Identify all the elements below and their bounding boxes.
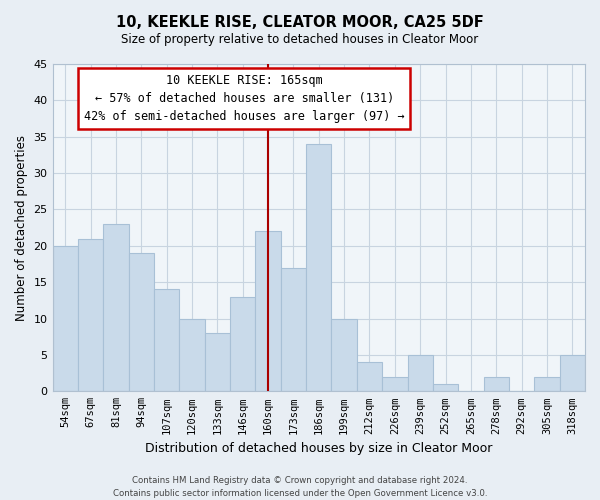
Bar [179,318,205,392]
Bar [331,318,357,392]
Bar [560,355,585,392]
Bar [534,377,560,392]
Bar [53,246,78,392]
Bar [154,290,179,392]
Text: Size of property relative to detached houses in Cleator Moor: Size of property relative to detached ho… [121,32,479,46]
Bar [256,232,281,392]
Text: Contains HM Land Registry data © Crown copyright and database right 2024.
Contai: Contains HM Land Registry data © Crown c… [113,476,487,498]
Bar [103,224,128,392]
Bar [484,377,509,392]
Bar [205,333,230,392]
Bar [281,268,306,392]
Bar [306,144,331,392]
Y-axis label: Number of detached properties: Number of detached properties [15,134,28,320]
X-axis label: Distribution of detached houses by size in Cleator Moor: Distribution of detached houses by size … [145,442,493,455]
Bar [357,362,382,392]
Bar [382,377,407,392]
Bar [407,355,433,392]
Bar [433,384,458,392]
Bar [230,297,256,392]
Bar [128,253,154,392]
Bar [78,238,103,392]
Text: 10, KEEKLE RISE, CLEATOR MOOR, CA25 5DF: 10, KEEKLE RISE, CLEATOR MOOR, CA25 5DF [116,15,484,30]
Text: 10 KEEKLE RISE: 165sqm
← 57% of detached houses are smaller (131)
42% of semi-de: 10 KEEKLE RISE: 165sqm ← 57% of detached… [84,74,404,123]
